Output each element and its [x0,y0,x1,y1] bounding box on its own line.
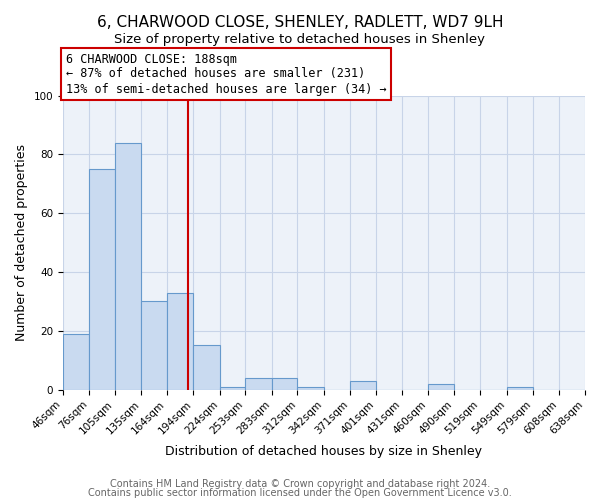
Y-axis label: Number of detached properties: Number of detached properties [15,144,28,341]
X-axis label: Distribution of detached houses by size in Shenley: Distribution of detached houses by size … [166,444,482,458]
Bar [298,386,324,390]
Bar [89,169,115,390]
Bar [193,346,220,390]
Text: 6, CHARWOOD CLOSE, SHENLEY, RADLETT, WD7 9LH: 6, CHARWOOD CLOSE, SHENLEY, RADLETT, WD7… [97,15,503,30]
Bar [167,292,193,390]
Text: Size of property relative to detached houses in Shenley: Size of property relative to detached ho… [115,32,485,46]
Bar [350,381,376,390]
Bar [428,384,454,390]
Bar [63,334,89,390]
Bar [272,378,298,390]
Text: 6 CHARWOOD CLOSE: 188sqm
← 87% of detached houses are smaller (231)
13% of semi-: 6 CHARWOOD CLOSE: 188sqm ← 87% of detach… [65,52,386,96]
Text: Contains HM Land Registry data © Crown copyright and database right 2024.: Contains HM Land Registry data © Crown c… [110,479,490,489]
Bar [142,302,167,390]
Bar [245,378,272,390]
Bar [220,386,245,390]
Text: Contains public sector information licensed under the Open Government Licence v3: Contains public sector information licen… [88,488,512,498]
Bar [115,142,142,390]
Bar [506,386,533,390]
